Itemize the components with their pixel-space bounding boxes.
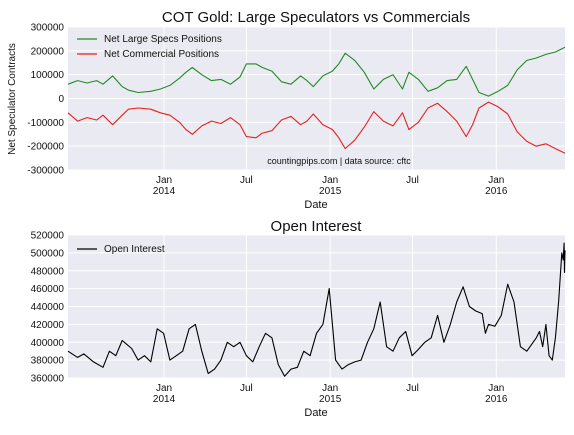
oi-legend: Open Interest <box>77 244 165 255</box>
cot-y-tick-label: 100000 <box>31 70 65 81</box>
cot-x-tick-month: Jan <box>488 175 504 186</box>
oi-y-tick-label: 520000 <box>31 231 65 242</box>
oi-series-line-0 <box>67 242 566 377</box>
cot-chart: COT Gold: Large Speculators vs Commercia… <box>7 9 566 211</box>
legend-label-specs: Net Large Specs Positions <box>104 34 222 45</box>
oi-gridlines <box>68 234 565 379</box>
cot-x-tick-month: Jan <box>156 175 172 186</box>
oi-x-tick-month: Jul <box>240 383 253 394</box>
oi-x-tick-month: Jan <box>322 383 338 394</box>
cot-x-tick-year: 2014 <box>153 186 176 197</box>
cot-series-line-1 <box>67 101 566 154</box>
oi-y-tick-label: 460000 <box>31 284 65 295</box>
legend-label-open-interest: Open Interest <box>104 244 165 255</box>
oi-y-tick-label: 480000 <box>31 266 65 277</box>
oi-x-tick-month: Jan <box>156 383 172 394</box>
oi-x-tick-year: 2014 <box>153 394 176 405</box>
oi-y-tick-label: 420000 <box>31 320 65 331</box>
cot-x-tick-month: Jul <box>406 175 419 186</box>
cot-y-tick-label: -200000 <box>27 142 64 153</box>
oi-x-tick-year: 2016 <box>485 394 508 405</box>
cot-series-line-0 <box>67 46 566 97</box>
cot-y-tick-label: -300000 <box>27 166 64 177</box>
cot-y-tick-label: 200000 <box>31 46 65 57</box>
oi-y-tick-label: 400000 <box>31 338 65 349</box>
cot-x-tick-month: Jul <box>240 175 253 186</box>
cot-x-tick-year: 2016 <box>485 186 508 197</box>
oi-x-tick-month: Jul <box>406 383 419 394</box>
cot-x-tick-month: Jan <box>322 175 338 186</box>
cot-x-axis-label: Date <box>304 199 327 211</box>
oi-chart-title: Open Interest <box>271 218 363 235</box>
cot-annotation: countingpips.com | data source: cftc <box>267 156 411 166</box>
cot-y-tick-label: 300000 <box>31 23 65 34</box>
cot-y-tick-label: 0 <box>58 94 64 105</box>
cot-series-lines <box>67 46 566 154</box>
legend-label-commercials: Net Commercial Positions <box>104 49 219 60</box>
oi-y-tick-label: 440000 <box>31 302 65 313</box>
cot-legend: Net Large Specs Positions Net Commercial… <box>77 34 222 60</box>
oi-x-axis-label: Date <box>304 407 327 419</box>
cot-y-tick-label: -100000 <box>27 118 64 129</box>
open-interest-chart: Open Interest 520000 500000 480000 460000 44… <box>31 218 566 419</box>
cot-gridlines <box>68 26 565 171</box>
oi-y-tick-label: 500000 <box>31 248 65 259</box>
oi-x-tick-month: Jan <box>488 383 504 394</box>
cot-y-tick-labels: 300000 200000 100000 0 -100000 -200000 -300000 <box>27 23 64 177</box>
oi-y-tick-labels: 520000 500000 480000 460000 440000 420000 4000… <box>31 231 65 385</box>
oi-x-tick-year: 2015 <box>319 394 342 405</box>
oi-y-tick-label: 380000 <box>31 356 65 367</box>
cot-x-tick-year: 2015 <box>319 186 342 197</box>
cot-y-axis-label: Net Speculator Contracts <box>7 43 18 155</box>
oi-y-tick-label: 360000 <box>31 374 65 385</box>
oi-series-lines <box>67 242 566 377</box>
cot-chart-title: COT Gold: Large Speculators vs Commercia… <box>162 9 470 26</box>
